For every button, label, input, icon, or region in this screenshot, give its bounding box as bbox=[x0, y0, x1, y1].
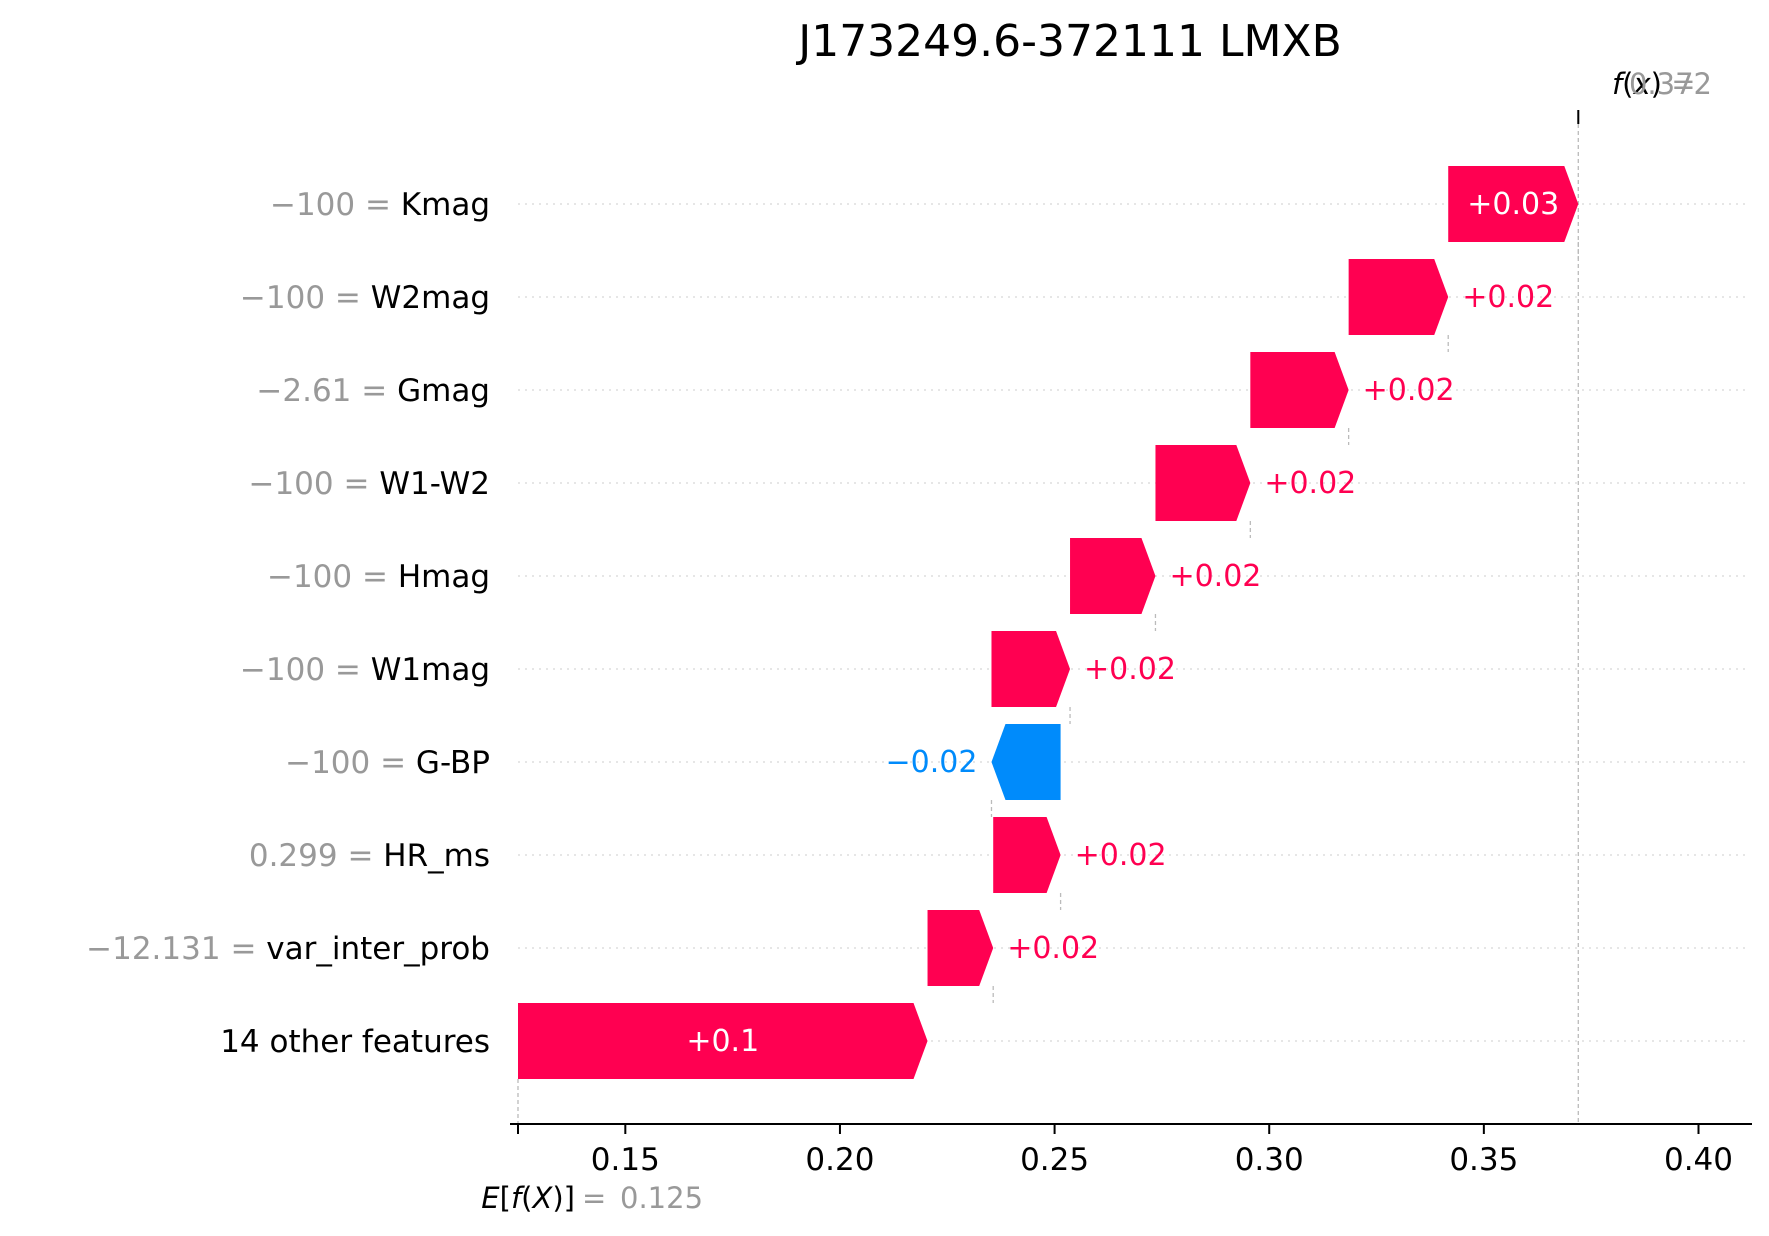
feature-value: −100 = bbox=[248, 466, 379, 502]
feature-name: var_inter_prob bbox=[266, 931, 490, 967]
contribution-label: −0.02 bbox=[886, 745, 978, 780]
contribution-bar bbox=[518, 1003, 928, 1079]
feature-value: −100 = bbox=[270, 187, 401, 223]
feature-value: −100 = bbox=[285, 745, 416, 781]
feature-value: 0.299 = bbox=[249, 838, 383, 874]
x-tick-label: 0.15 bbox=[591, 1142, 660, 1178]
chart-title: J173249.6-372111 LMXB bbox=[795, 16, 1342, 67]
x-tick-label: 0.25 bbox=[1020, 1142, 1089, 1178]
contribution-label: +0.03 bbox=[1467, 187, 1559, 222]
base-value-eq: = bbox=[582, 1181, 606, 1215]
contribution-label: +0.02 bbox=[1462, 280, 1554, 315]
feature-label: −100 = W1mag bbox=[240, 652, 490, 688]
contribution-bar bbox=[1348, 259, 1449, 335]
x-tick-label: 0.20 bbox=[805, 1142, 874, 1178]
x-tick-label: 0.35 bbox=[1449, 1142, 1518, 1178]
x-axis: 0.15 0.20 0.25 0.30 0.35 0.40 bbox=[510, 1123, 1752, 1178]
feature-value: −2.61 = bbox=[256, 373, 397, 409]
feature-name: HR_ms bbox=[383, 838, 490, 874]
contribution-bar bbox=[993, 817, 1061, 893]
output-value-label: f(x) bbox=[1612, 67, 1662, 101]
base-value-label: E[f(X)] bbox=[481, 1181, 575, 1215]
contribution-label: +0.02 bbox=[1007, 931, 1099, 966]
output-value-eq: = bbox=[1662, 67, 1696, 101]
contribution-bar bbox=[927, 910, 994, 986]
contribution-bar bbox=[991, 631, 1071, 707]
feature-label: −100 = W1-W2 bbox=[248, 466, 490, 502]
feature-value: −100 = bbox=[267, 559, 398, 595]
feature-name: G-BP bbox=[416, 745, 490, 781]
contribution-bars: +0.03 +0.02 +0.02 +0.02 +0.02 +0.02 −0.02 +0.02… bbox=[518, 166, 1579, 1079]
contribution-label: +0.02 bbox=[1363, 373, 1455, 408]
feature-label: 0.299 = HR_ms bbox=[249, 838, 490, 874]
output-value-annotation: f(x) = 0.372 bbox=[1612, 67, 1712, 101]
contribution-label: +0.1 bbox=[686, 1024, 759, 1059]
base-value-number: 0.125 bbox=[620, 1181, 703, 1215]
feature-label: −100 = Hmag bbox=[267, 559, 490, 595]
contribution-label: +0.02 bbox=[1075, 838, 1167, 873]
contribution-bar bbox=[1070, 538, 1156, 614]
feature-label: −12.131 = var_inter_prob bbox=[86, 931, 490, 967]
feature-label: −100 = Kmag bbox=[270, 187, 490, 223]
output-value-number: 0.372 bbox=[1629, 67, 1712, 101]
feature-label: 14 other features bbox=[220, 1024, 490, 1060]
feature-value: −100 = bbox=[240, 652, 371, 688]
feature-name: Kmag bbox=[401, 187, 490, 223]
base-value-annotation: E[f(X)] = 0.125 bbox=[481, 1181, 703, 1215]
contribution-label: +0.02 bbox=[1264, 466, 1356, 501]
feature-label: −100 = G-BP bbox=[285, 745, 490, 781]
contribution-bar bbox=[1448, 166, 1579, 242]
feature-labels: −100 = Kmag−100 = W2mag−2.61 = Gmag−100 … bbox=[86, 187, 490, 1060]
feature-name: Hmag bbox=[398, 559, 490, 595]
feature-value: −100 = bbox=[240, 280, 371, 316]
feature-name: Gmag bbox=[397, 373, 490, 409]
x-tick-label: 0.40 bbox=[1664, 1142, 1733, 1178]
row-gridlines bbox=[518, 203, 1750, 1042]
contribution-bar bbox=[1155, 445, 1251, 521]
feature-name: W1mag bbox=[371, 652, 490, 688]
reference-lines bbox=[517, 110, 1580, 1134]
feature-value: −12.131 = bbox=[86, 931, 266, 967]
contribution-label: +0.02 bbox=[1169, 559, 1261, 594]
contribution-bar bbox=[991, 724, 1061, 800]
x-tick-label: 0.30 bbox=[1235, 1142, 1304, 1178]
contribution-bar bbox=[1250, 352, 1349, 428]
feature-label: −2.61 = Gmag bbox=[256, 373, 490, 409]
feature-name: 14 other features bbox=[220, 1024, 490, 1060]
feature-label: −100 = W2mag bbox=[240, 280, 490, 316]
feature-name: W2mag bbox=[371, 280, 490, 316]
feature-name: W1-W2 bbox=[379, 466, 490, 502]
contribution-label: +0.02 bbox=[1084, 652, 1176, 687]
